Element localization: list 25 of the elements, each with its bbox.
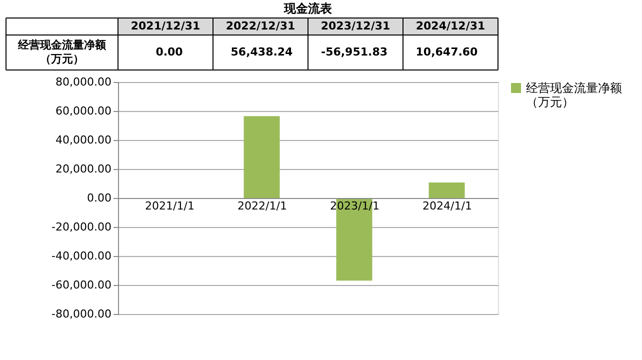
data-label: 10,647.60 xyxy=(416,46,478,58)
data-label: -56,951.83 xyxy=(321,46,388,58)
text: 2022/12/31 xyxy=(226,20,296,32)
y-tick-label: 20,000.00 xyxy=(56,162,112,176)
x-tick-label: 2022/1/1 xyxy=(238,200,287,212)
text: 2021/12/31 xyxy=(130,20,200,32)
chart-title: 现金流表 xyxy=(283,2,333,16)
y-tick-label: -40,000.00 xyxy=(52,250,112,262)
y-tick-label: 0.00 xyxy=(87,192,112,204)
y-tick-label: 40,000.00 xyxy=(56,134,112,146)
text: 经营现金流量净额（万元） xyxy=(18,38,106,66)
data-label: 56,438.24 xyxy=(230,46,294,58)
bar xyxy=(428,182,465,198)
y-tick-label: -20,000.00 xyxy=(52,220,112,234)
bar xyxy=(244,116,280,198)
x-tick-label: 2021/1/1 xyxy=(145,200,194,212)
y-tick-label: -80,000.00 xyxy=(52,308,112,320)
y-tick-label: -60,000.00 xyxy=(52,278,112,292)
text: 2023/12/31 xyxy=(320,20,390,32)
data-label: 0.00 xyxy=(156,46,184,58)
legend-label: 经营现金流量净额（万元） xyxy=(526,81,622,109)
x-tick-label: 2024/1/1 xyxy=(422,200,472,212)
y-tick-label: 60,000.00 xyxy=(56,104,112,118)
text: 2024/12/31 xyxy=(416,20,486,32)
y-tick-label: 80,000.00 xyxy=(56,76,112,88)
